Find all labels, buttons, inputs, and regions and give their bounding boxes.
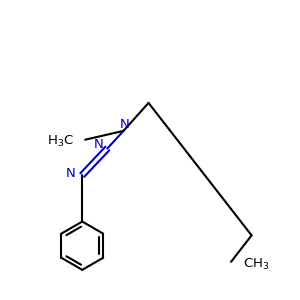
- Text: CH$_3$: CH$_3$: [243, 257, 269, 272]
- Text: H$_3$C: H$_3$C: [46, 134, 74, 149]
- Text: N: N: [94, 139, 103, 152]
- Text: N: N: [120, 118, 130, 131]
- Text: N: N: [66, 167, 76, 180]
